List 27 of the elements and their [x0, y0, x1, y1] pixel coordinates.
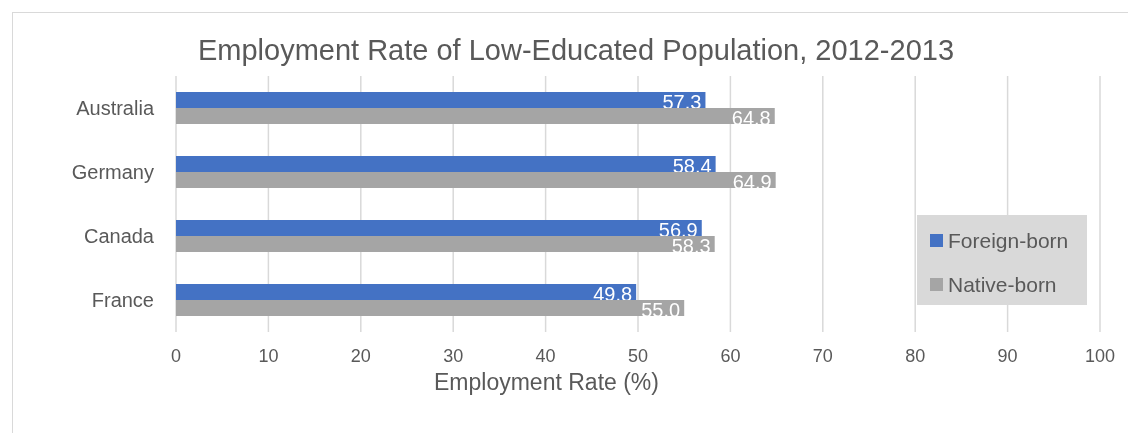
x-tick-label: 10 [258, 346, 279, 366]
bar [176, 156, 716, 172]
x-tick-label: 20 [350, 346, 371, 366]
legend-label: Native-born [948, 273, 1057, 296]
bar [176, 172, 776, 188]
bar [176, 92, 706, 108]
legend-label: Foreign-born [948, 229, 1069, 252]
x-tick-label: 80 [905, 346, 926, 366]
x-tick-label: 100 [1084, 346, 1116, 366]
x-tick-label: 60 [720, 346, 741, 366]
x-tick-label: 40 [535, 346, 556, 366]
x-tick-label: 70 [812, 346, 833, 366]
x-tick-label: 0 [170, 346, 182, 366]
bar [176, 300, 685, 316]
x-axis-title: Employment Rate (%) [434, 369, 659, 395]
y-tick-label: Canada [83, 225, 155, 247]
bar [176, 220, 702, 236]
x-tick-label: 90 [997, 346, 1018, 366]
bar [176, 236, 715, 252]
bar [176, 284, 637, 300]
x-tick-label: 50 [627, 346, 649, 366]
chart-title: Employment Rate of Low-Educated Population, 2012-2013 [197, 34, 955, 66]
y-tick-label: Germany [71, 161, 154, 183]
y-tick-label: France [91, 289, 154, 311]
bar [176, 108, 775, 124]
y-tick-label: Australia [76, 97, 155, 119]
x-tick-label: 30 [443, 346, 464, 366]
